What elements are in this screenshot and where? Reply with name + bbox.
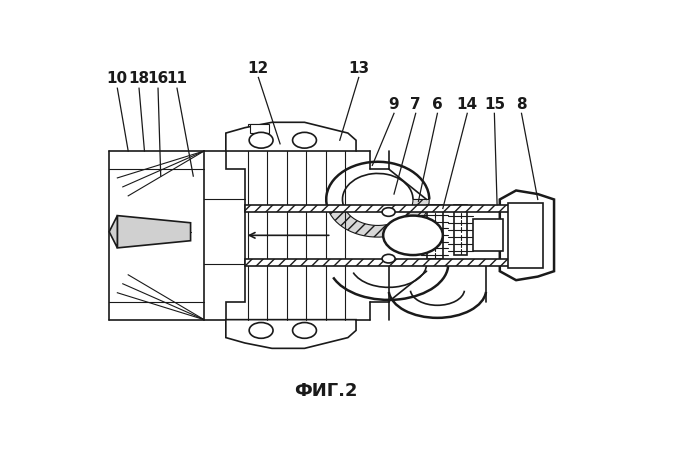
- Text: 7: 7: [410, 96, 421, 111]
- Text: 18: 18: [129, 71, 150, 86]
- Text: 13: 13: [348, 61, 370, 75]
- Text: 10: 10: [107, 71, 128, 86]
- Text: 9: 9: [389, 96, 399, 111]
- Circle shape: [382, 254, 395, 263]
- Bar: [251, 124, 270, 133]
- Bar: [508, 203, 543, 267]
- Text: 6: 6: [432, 96, 443, 111]
- Text: ФИГ.2: ФИГ.2: [295, 383, 358, 400]
- Text: 15: 15: [484, 96, 505, 111]
- Polygon shape: [109, 216, 118, 248]
- Polygon shape: [245, 205, 540, 212]
- Polygon shape: [329, 199, 429, 237]
- Polygon shape: [226, 320, 356, 349]
- Bar: [454, 205, 468, 255]
- Polygon shape: [245, 259, 540, 266]
- Circle shape: [383, 216, 443, 255]
- Text: 8: 8: [516, 96, 527, 111]
- Text: 14: 14: [456, 96, 478, 111]
- Text: 11: 11: [167, 71, 188, 86]
- Text: 12: 12: [248, 61, 269, 75]
- Polygon shape: [500, 191, 554, 280]
- Bar: [248, 124, 270, 133]
- Polygon shape: [204, 151, 245, 320]
- Bar: [473, 219, 503, 252]
- Text: 16: 16: [148, 71, 169, 86]
- Circle shape: [249, 322, 273, 338]
- Polygon shape: [118, 216, 190, 248]
- Circle shape: [293, 132, 316, 148]
- Circle shape: [293, 322, 316, 338]
- Polygon shape: [226, 122, 356, 151]
- Circle shape: [382, 208, 395, 216]
- Bar: [426, 205, 443, 259]
- Circle shape: [249, 132, 273, 148]
